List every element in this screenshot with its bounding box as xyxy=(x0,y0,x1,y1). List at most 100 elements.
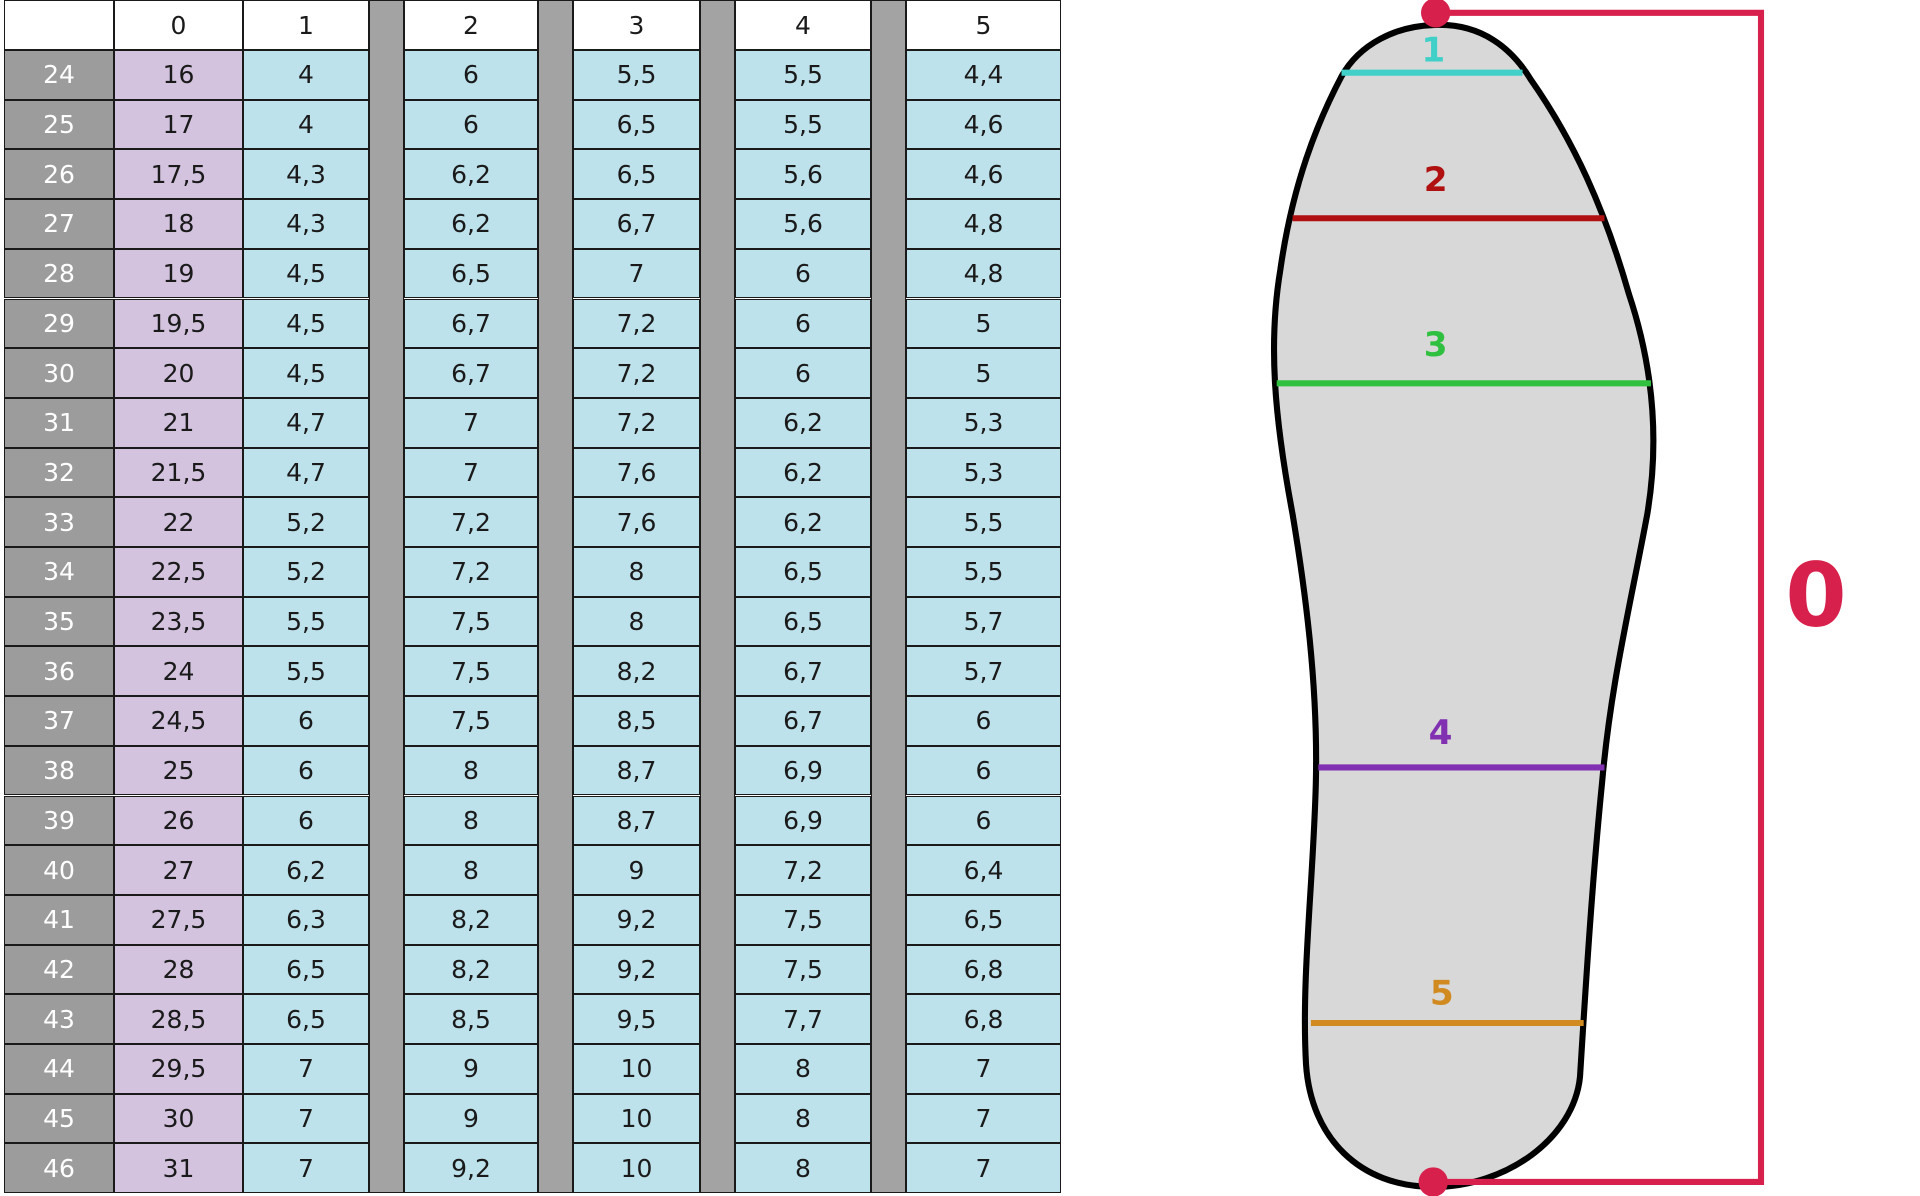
cell: 8 xyxy=(735,1093,871,1144)
cell: 6,5 xyxy=(573,99,700,150)
row-header: 28 xyxy=(4,248,114,299)
cell: 7,2 xyxy=(735,845,871,895)
cell: 6,7 xyxy=(573,199,700,249)
row-header: 38 xyxy=(4,745,114,796)
cell: 5,5 xyxy=(906,547,1061,597)
bracket-dot xyxy=(1421,0,1451,28)
cell: 6,8 xyxy=(906,994,1061,1044)
row-header: 41 xyxy=(4,894,114,945)
cell: 4,3 xyxy=(243,199,369,249)
cell: 6 xyxy=(735,248,871,299)
line-label: 2 xyxy=(1424,160,1448,200)
row-header: 33 xyxy=(4,497,114,547)
cell: 5,5 xyxy=(243,646,369,697)
cell: 23,5 xyxy=(114,596,243,647)
row-header: 44 xyxy=(4,1044,114,1094)
cell: 7 xyxy=(243,1093,369,1144)
cell: 6,5 xyxy=(243,994,369,1044)
cell: 7,2 xyxy=(573,298,700,349)
row-header: 27 xyxy=(4,199,114,249)
cell: 6,2 xyxy=(735,447,871,498)
cell: 17 xyxy=(114,99,243,150)
column-header: 0 xyxy=(114,0,243,50)
line-label: 4 xyxy=(1429,713,1453,753)
cell: 5 xyxy=(906,348,1061,398)
column-header: 3 xyxy=(573,0,700,50)
cell: 5,5 xyxy=(735,50,871,100)
row-header: 43 xyxy=(4,994,114,1044)
gap-column xyxy=(538,0,573,1194)
cell: 10 xyxy=(573,1143,700,1194)
column-header xyxy=(4,0,114,50)
cell: 7 xyxy=(404,397,538,448)
cell: 9,2 xyxy=(404,1143,538,1194)
cell: 21,5 xyxy=(114,447,243,498)
cell: 5,2 xyxy=(243,547,369,597)
cell: 4,7 xyxy=(243,397,369,448)
cell: 4,3 xyxy=(243,149,369,200)
cell: 6 xyxy=(906,696,1061,746)
cell: 8 xyxy=(404,795,538,846)
cell: 5 xyxy=(906,298,1061,349)
cell: 4,8 xyxy=(906,248,1061,299)
cell: 8,5 xyxy=(573,696,700,746)
cell: 6 xyxy=(735,298,871,349)
cell: 4 xyxy=(243,50,369,100)
cell: 19,5 xyxy=(114,298,243,349)
row-header: 25 xyxy=(4,99,114,150)
cell: 5,7 xyxy=(906,646,1061,697)
row-header: 40 xyxy=(4,845,114,895)
cell: 8 xyxy=(404,745,538,796)
row-header: 29 xyxy=(4,298,114,349)
cell: 16 xyxy=(114,50,243,100)
cell: 20 xyxy=(114,348,243,398)
line-label: 3 xyxy=(1424,325,1448,365)
cell: 6,5 xyxy=(573,149,700,200)
gap-column xyxy=(700,0,735,1194)
cell: 9,2 xyxy=(573,894,700,945)
cell: 9,2 xyxy=(573,944,700,995)
size-table: 24 25 26 27 28 29 30 31 32 33 34 35 36 37 38 39 40 41 42 43… xyxy=(4,0,1064,1196)
cell: 4,6 xyxy=(906,149,1061,200)
gap-column xyxy=(871,0,906,1194)
cell: 6,8 xyxy=(906,944,1061,995)
cell: 5,3 xyxy=(906,397,1061,448)
cell: 5,5 xyxy=(573,50,700,100)
cell: 8,2 xyxy=(404,944,538,995)
cell: 6,3 xyxy=(243,894,369,945)
cell: 6,4 xyxy=(906,845,1061,895)
cell: 6,9 xyxy=(735,795,871,846)
cell: 4,7 xyxy=(243,447,369,498)
row-header: 36 xyxy=(4,646,114,697)
cell: 8 xyxy=(735,1044,871,1094)
cell: 4,5 xyxy=(243,248,369,299)
cell: 22,5 xyxy=(114,547,243,597)
cell: 18 xyxy=(114,199,243,249)
cell: 10 xyxy=(573,1044,700,1094)
cell: 6,7 xyxy=(404,348,538,398)
cell: 17,5 xyxy=(114,149,243,200)
cell: 5,2 xyxy=(243,497,369,547)
cell: 6,2 xyxy=(735,497,871,547)
cell: 28,5 xyxy=(114,994,243,1044)
cell: 9 xyxy=(573,845,700,895)
insole-outline xyxy=(1270,21,1657,1190)
cell: 6,7 xyxy=(404,298,538,349)
row-header: 37 xyxy=(4,696,114,746)
cell: 7,2 xyxy=(404,497,538,547)
cell: 28 xyxy=(114,944,243,995)
cell: 6 xyxy=(243,745,369,796)
cell: 6,9 xyxy=(735,745,871,796)
column-header: 5 xyxy=(906,0,1061,50)
cell: 22 xyxy=(114,497,243,547)
cell: 9 xyxy=(404,1093,538,1144)
cell: 8 xyxy=(404,845,538,895)
cell: 8 xyxy=(573,547,700,597)
cell: 6 xyxy=(243,696,369,746)
cell: 4,4 xyxy=(906,50,1061,100)
cell: 7,6 xyxy=(573,497,700,547)
cell: 6 xyxy=(243,795,369,846)
cell: 8,5 xyxy=(404,994,538,1044)
cell: 7 xyxy=(243,1044,369,1094)
cell: 7,5 xyxy=(735,944,871,995)
